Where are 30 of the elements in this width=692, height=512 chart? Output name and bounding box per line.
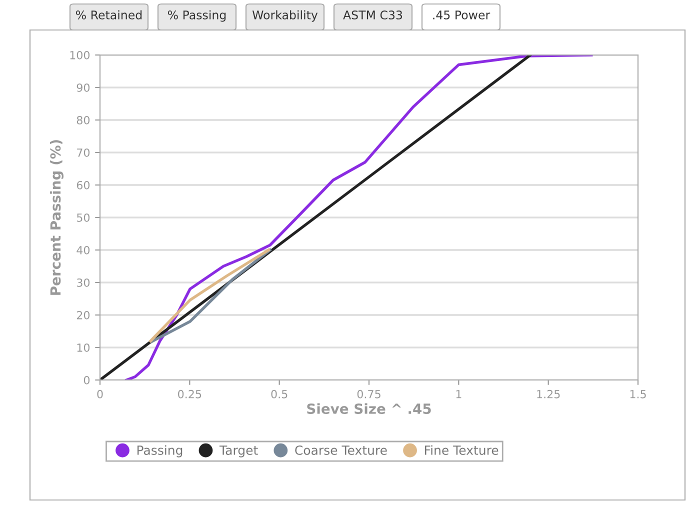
text: .45 Power bbox=[433, 10, 490, 20]
x-tick-label: 0 bbox=[97, 390, 103, 398]
x-axis-title: Sieve Size ^ .45 bbox=[307, 403, 431, 414]
text: ASTM C33 bbox=[343, 10, 402, 20]
y-tick-label: 40 bbox=[76, 246, 90, 254]
y-axis-title: Percent Passing (%) bbox=[50, 140, 64, 295]
legend-label: Passing bbox=[137, 445, 182, 458]
y-tick-label: 50 bbox=[76, 213, 90, 222]
legend-label: Fine Texture bbox=[425, 445, 498, 455]
y-tick-label: 70 bbox=[77, 148, 90, 157]
y-tick-label: 60 bbox=[76, 180, 90, 190]
text: % Passing bbox=[168, 10, 226, 22]
legend-label: Target bbox=[219, 446, 258, 458]
x-tick-label: 1.25 bbox=[537, 390, 560, 398]
x-tick-label: 1 bbox=[456, 390, 462, 398]
x-tick-label: 0.75 bbox=[357, 390, 380, 398]
legend-label: Coarse Texture bbox=[295, 445, 387, 455]
text: Workability bbox=[252, 10, 318, 22]
y-tick-label: 10 bbox=[77, 343, 90, 352]
y-tick-label: 80 bbox=[76, 116, 90, 124]
y-tick-label: 90 bbox=[76, 83, 90, 92]
line-series bbox=[125, 55, 593, 380]
y-tick-label: 20 bbox=[76, 310, 90, 320]
y-tick-label: 0 bbox=[84, 376, 90, 384]
x-tick-label: 0.5 bbox=[271, 390, 288, 398]
y-tick-label: 100 bbox=[70, 50, 90, 60]
x-tick-label: 0.25 bbox=[178, 390, 202, 398]
y-tick-label: 30 bbox=[76, 278, 90, 287]
text: % Retained bbox=[76, 10, 142, 20]
x-tick-label: 1.5 bbox=[630, 390, 646, 398]
